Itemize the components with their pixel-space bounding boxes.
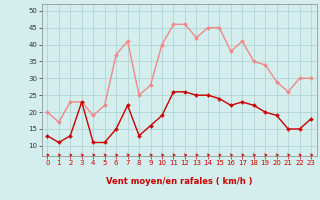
X-axis label: Vent moyen/en rafales ( km/h ): Vent moyen/en rafales ( km/h ): [106, 177, 252, 186]
